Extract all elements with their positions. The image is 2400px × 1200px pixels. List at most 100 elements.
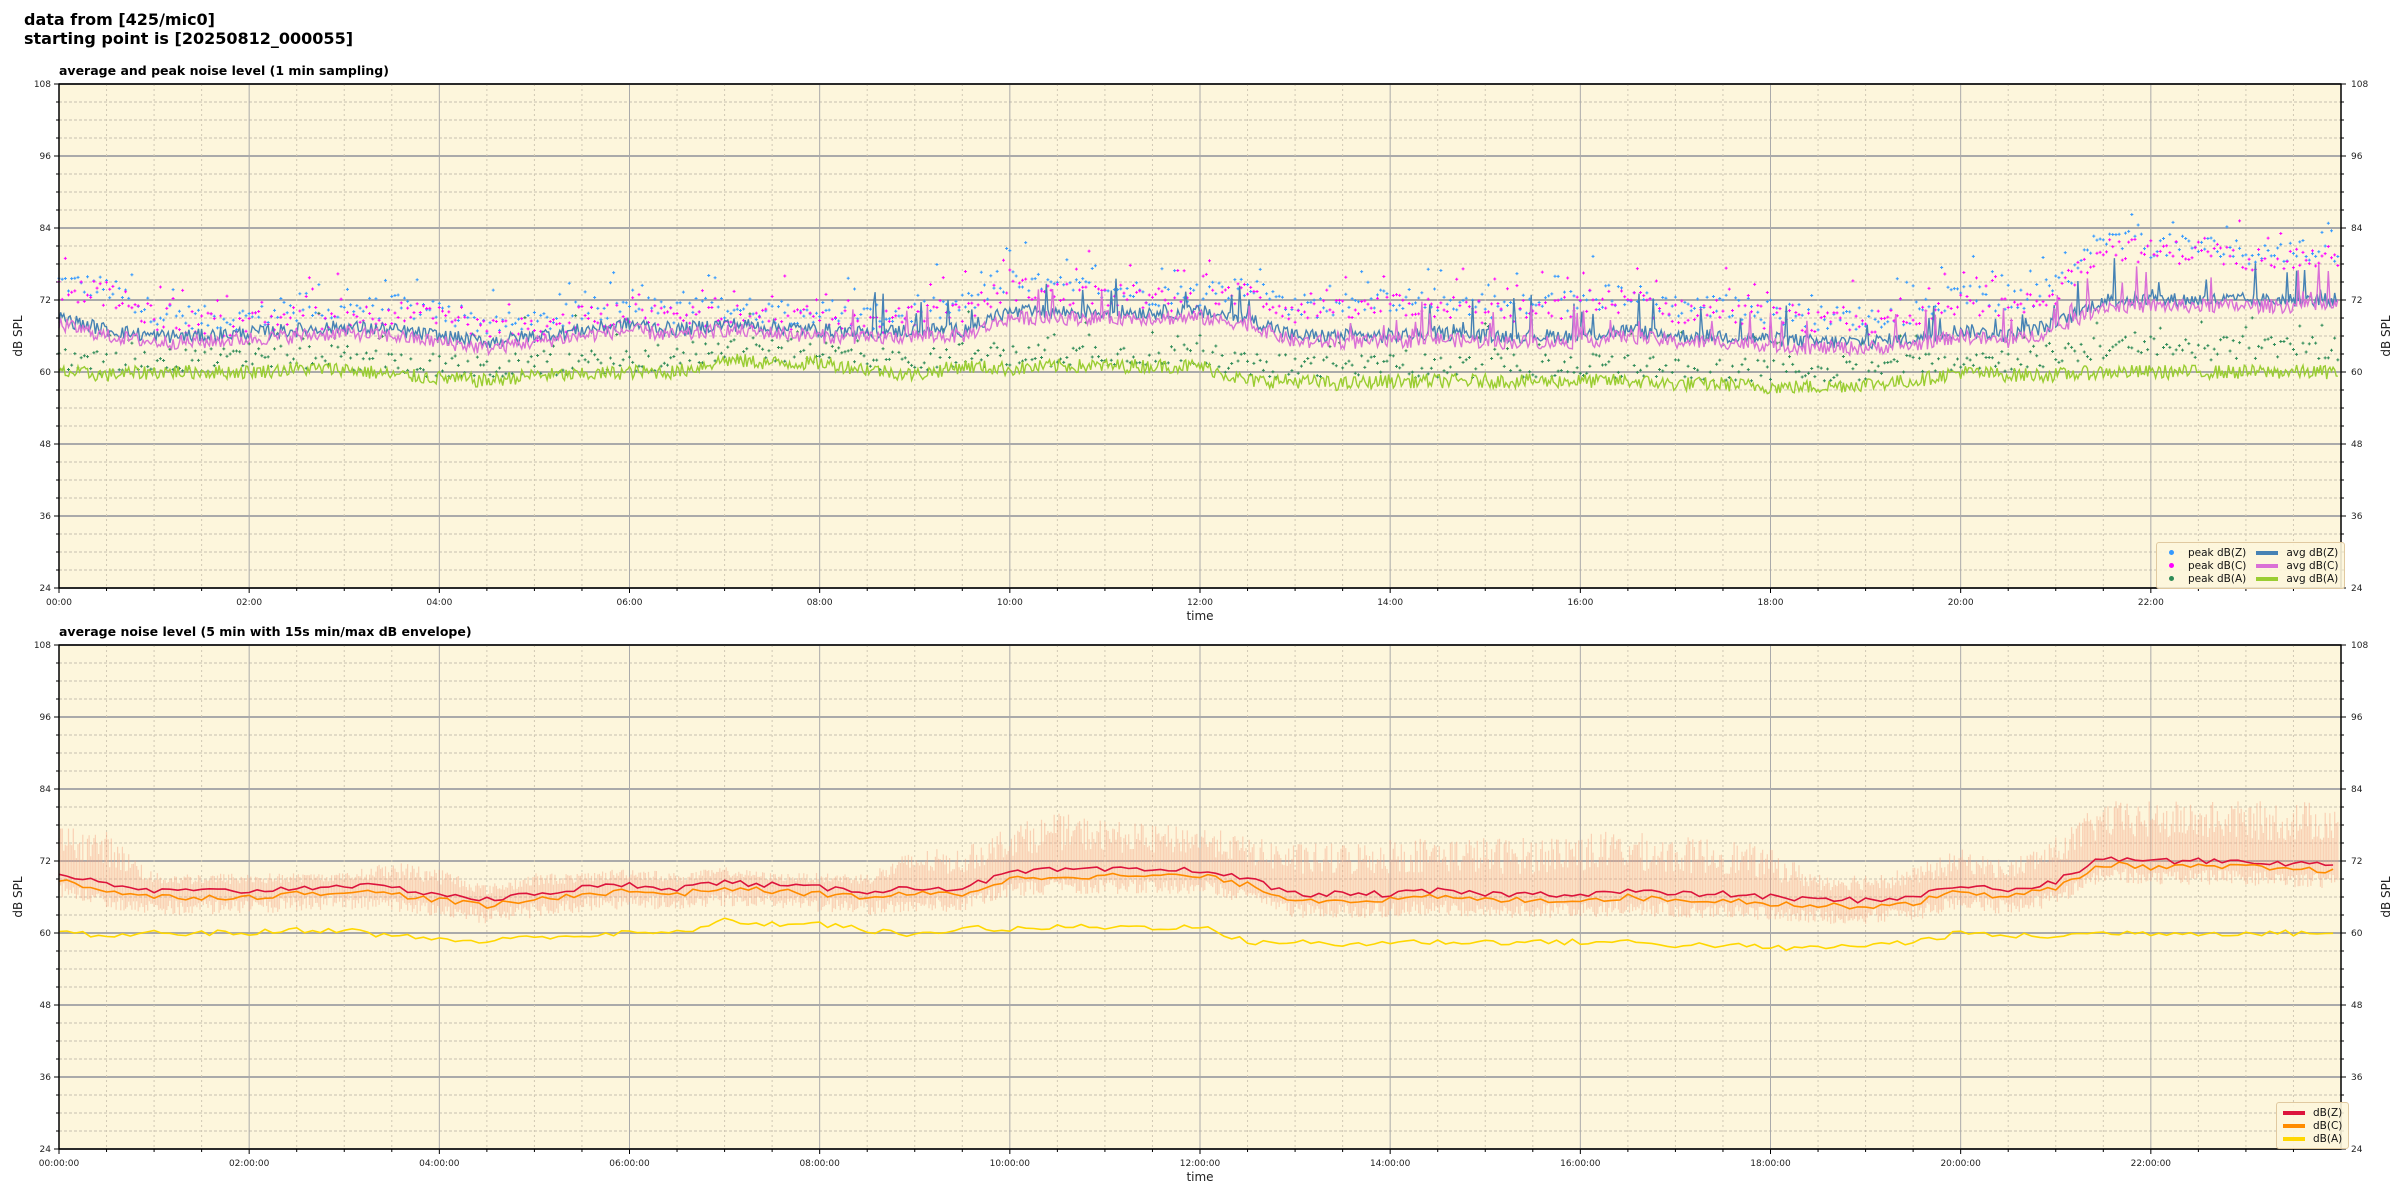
peak-point: [456, 363, 460, 367]
peak-point: [1464, 300, 1468, 304]
peak-point: [263, 355, 267, 359]
peak-point: [2219, 246, 2223, 250]
peak-point: [1737, 298, 1741, 302]
peak-point: [1610, 299, 1614, 303]
peak-point: [1410, 313, 1414, 317]
peak-point: [231, 325, 235, 329]
peak-point: [1065, 282, 1069, 286]
peak-point: [336, 345, 340, 349]
peak-point: [1956, 305, 1959, 309]
peak-point: [1417, 312, 1421, 316]
peak-point: [171, 297, 175, 301]
peak-point: [738, 313, 742, 317]
peak-point: [1496, 352, 1500, 356]
xtick-label: 10:00:00: [990, 1159, 1031, 1169]
peak-point: [1635, 370, 1639, 374]
peak-point: [1575, 295, 1579, 299]
peak-point: [776, 345, 780, 349]
peak-point: [2035, 299, 2039, 303]
peak-point: [1528, 370, 1532, 374]
peak-point: [260, 304, 264, 308]
peak-point: [1867, 314, 1871, 318]
peak-point: [1835, 311, 1839, 315]
peak-point: [1084, 280, 1088, 284]
peak-point: [681, 351, 685, 355]
peak-point: [1962, 362, 1966, 366]
peak-point: [986, 297, 990, 301]
peak-point: [1344, 292, 1348, 296]
peak-point: [488, 373, 492, 377]
peak-point: [1648, 356, 1652, 360]
peak-point: [1984, 293, 1988, 297]
peak-point: [865, 362, 869, 366]
peak-point: [1582, 271, 1585, 275]
peak-point: [2136, 260, 2140, 264]
peak-point: [621, 358, 625, 362]
peak-point: [891, 315, 895, 319]
peak-point: [2044, 344, 2048, 348]
peak-point: [333, 314, 337, 318]
peak-point: [1014, 274, 1018, 278]
peak-point: [1363, 308, 1367, 312]
ytick-label-left: 36: [40, 1073, 52, 1083]
peak-point: [402, 319, 406, 323]
peak-point: [342, 351, 346, 355]
peak-point: [1214, 302, 1218, 306]
peak-point: [2212, 246, 2216, 250]
peak-point: [704, 296, 708, 300]
peak-point: [2329, 348, 2333, 352]
peak-point: [1360, 300, 1364, 304]
peak-point: [2181, 348, 2185, 352]
peak-point: [1917, 356, 1921, 360]
peak-point: [1208, 285, 1212, 289]
peak-point: [1296, 371, 1300, 375]
peak-point: [1591, 352, 1595, 356]
peak-point: [1534, 375, 1538, 379]
peak-point: [1851, 323, 1855, 327]
peak-point: [339, 305, 343, 309]
peak-point: [352, 313, 356, 317]
peak-point: [1081, 345, 1085, 349]
peak-point: [1822, 318, 1826, 322]
peak-point: [1845, 360, 1849, 364]
peak-point: [2130, 238, 2134, 242]
xtick-label: 16:00:00: [1560, 1159, 1601, 1169]
peak-point: [954, 361, 958, 365]
peak-point: [1401, 306, 1405, 310]
peak-point: [475, 329, 479, 333]
peak-point: [808, 311, 812, 315]
peak-point: [1959, 293, 1963, 297]
peak-point: [713, 296, 717, 300]
peak-point: [723, 316, 727, 320]
peak-point: [586, 311, 590, 315]
peak-point: [1867, 369, 1871, 373]
peak-point: [1556, 274, 1560, 278]
peak-point: [282, 300, 286, 304]
peak-point: [1975, 276, 1979, 280]
peak-point: [1001, 348, 1005, 352]
peak-point: [1677, 358, 1681, 362]
peak-point: [1997, 313, 2001, 317]
peak-point: [529, 322, 533, 326]
peak-point: [1052, 282, 1056, 286]
peak-point: [1616, 285, 1620, 289]
peak-point: [647, 354, 651, 358]
peak-point: [986, 354, 990, 358]
peak-point: [187, 324, 191, 328]
peak-point: [1911, 355, 1915, 359]
peak-point: [656, 343, 660, 347]
peak-point: [1673, 358, 1677, 362]
ytick-label-left: 84: [40, 785, 52, 795]
peak-point: [666, 310, 670, 314]
peak-point: [200, 321, 204, 325]
peak-point: [1883, 361, 1887, 365]
peak-point: [1030, 358, 1034, 362]
peak-point: [1597, 354, 1601, 358]
peak-point: [1480, 363, 1484, 367]
legend-marker: [2169, 550, 2174, 555]
peak-point: [596, 358, 600, 362]
peak-point: [1144, 301, 1148, 305]
peak-point: [2333, 336, 2337, 340]
peak-point: [1781, 362, 1785, 366]
peak-point: [1303, 360, 1307, 364]
